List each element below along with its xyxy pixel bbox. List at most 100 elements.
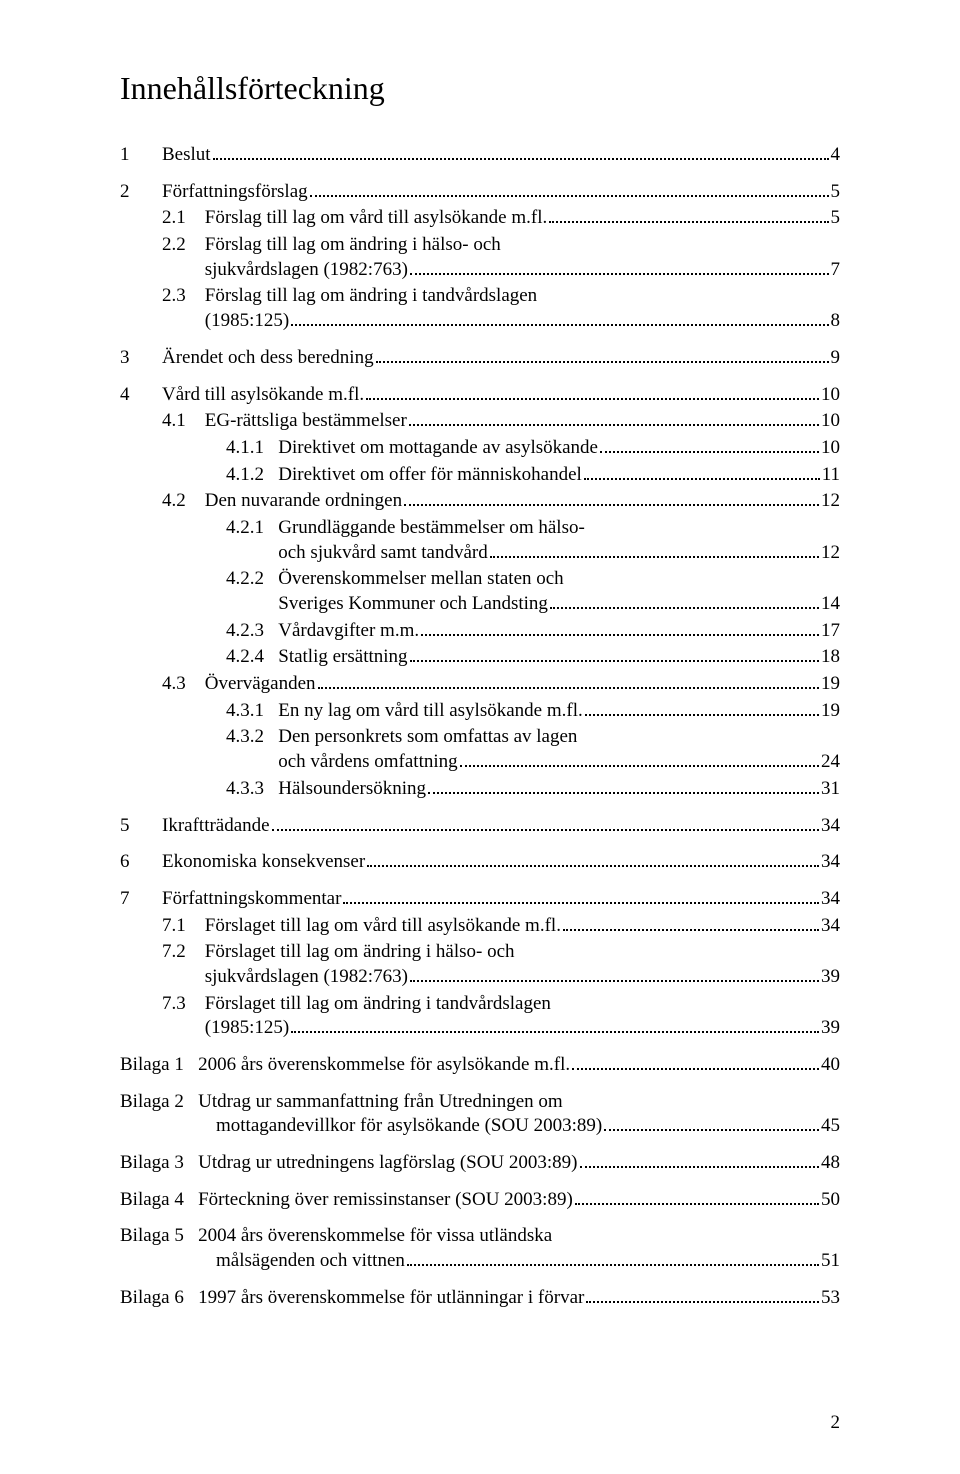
toc-entry-page: 34	[821, 914, 840, 939]
toc-entry-label: Ekonomiska konsekvenser	[162, 850, 365, 875]
toc-entry-label: 2006 års överenskommelse för asylsökande…	[198, 1053, 570, 1078]
toc-entry: Bilaga 6 1997 års överenskommelse för ut…	[120, 1286, 840, 1311]
toc-entry: 3Ärendet och dess beredning9	[120, 346, 840, 371]
toc-entry-page: 53	[821, 1286, 840, 1311]
toc-entry: 7.2 Förslaget till lag om ändring i häls…	[120, 940, 840, 965]
toc-entry-continuation: målsägenden och vittnen 51	[120, 1249, 840, 1274]
toc-dot-leader	[460, 765, 819, 767]
toc-entry-number: 6	[120, 850, 162, 875]
toc-entry-label: Den nuvarande ordningen	[205, 489, 402, 514]
toc-entry-label: Den personkrets som omfattas av lagen	[278, 725, 577, 750]
toc-entry-page: 45	[821, 1114, 840, 1139]
toc-entry-page: 10	[821, 409, 840, 434]
toc-dot-leader	[376, 361, 829, 363]
toc-entry-label: Förteckning över remissinstanser (SOU 20…	[198, 1188, 573, 1213]
toc-entry: 4Vård till asylsökande m.fl.10	[120, 383, 840, 408]
toc-dot-leader	[575, 1203, 819, 1205]
toc-entry-number: 7.2	[162, 940, 205, 965]
toc-dot-leader	[572, 1068, 819, 1070]
toc-entry-label: Förslag till lag om ändring i tandvårdsl…	[205, 284, 537, 309]
toc-entry-number: 4.3.2	[226, 725, 278, 750]
toc-entry: 4.2.1 Grundläggande bestämmelser om häls…	[120, 516, 840, 541]
toc-dot-leader	[291, 1031, 819, 1033]
toc-entry-page: 14	[821, 592, 840, 617]
toc-entry-number: 2.2	[162, 233, 205, 258]
toc-dot-leader	[421, 634, 819, 636]
document-page: Innehållsförteckning 1Beslut42Författnin…	[0, 0, 960, 1474]
toc-dot-leader	[428, 792, 819, 794]
toc-entry-label: målsägenden och vittnen	[216, 1249, 405, 1274]
toc-entry-number: 5	[120, 814, 162, 839]
toc-dot-leader	[404, 504, 819, 506]
toc-entry-number: 2	[120, 180, 162, 205]
toc-container: 1Beslut42Författningsförslag52.1 Förslag…	[120, 143, 840, 1311]
toc-dot-leader	[549, 221, 828, 223]
toc-entry-page: 10	[821, 436, 840, 461]
toc-entry: 7.1 Förslaget till lag om vård till asyl…	[120, 914, 840, 939]
toc-entry-page: 5	[831, 206, 841, 231]
toc-dot-leader	[272, 829, 819, 831]
toc-entry-page: 51	[821, 1249, 840, 1274]
toc-entry-label: En ny lag om vård till asylsökande m.fl.	[278, 699, 582, 724]
toc-entry: 4.2.4 Statlig ersättning18	[120, 645, 840, 670]
toc-entry-label: Överenskommelser mellan staten och	[278, 567, 563, 592]
footer-page-number: 2	[831, 1412, 841, 1434]
toc-entry: Bilaga 2 Utdrag ur sammanfattning från U…	[120, 1090, 840, 1115]
toc-entry: 2.2 Förslag till lag om ändring i hälso-…	[120, 233, 840, 258]
toc-entry-label: Grundläggande bestämmelser om hälso-	[278, 516, 585, 541]
toc-entry-label: och sjukvård samt tandvård	[278, 541, 487, 566]
toc-entry-number: 4.3	[162, 672, 205, 697]
toc-entry: 7.3 Förslaget till lag om ändring i tand…	[120, 992, 840, 1017]
toc-entry-number: 4	[120, 383, 162, 408]
toc-entry-number: 7	[120, 887, 162, 912]
toc-entry-number: 4.2.2	[226, 567, 278, 592]
toc-entry-page: 8	[831, 309, 841, 334]
toc-entry-number: 4.2.4	[226, 645, 278, 670]
toc-entry-page: 10	[821, 383, 840, 408]
toc-entry-page: 34	[821, 850, 840, 875]
toc-entry-continuation: 4.2.1 och sjukvård samt tandvård12	[120, 541, 840, 566]
toc-entry-label: och vårdens omfattning	[278, 750, 457, 775]
toc-entry-number: 4.2.1	[226, 516, 278, 541]
toc-entry-number: Bilaga 1	[120, 1053, 198, 1078]
toc-entry-label: Direktivet om offer för människohandel	[278, 463, 582, 488]
toc-entry-label: sjukvårdslagen (1982:763)	[205, 258, 408, 283]
toc-entry-page: 31	[821, 777, 840, 802]
toc-entry-label: Sveriges Kommuner och Landsting	[278, 592, 548, 617]
toc-entry-label: Författningskommentar	[162, 887, 341, 912]
toc-entry-label: Författningsförslag	[162, 180, 308, 205]
toc-dot-leader	[584, 478, 820, 480]
toc-entry-label: Ikraftträdande	[162, 814, 270, 839]
toc-entry-number: Bilaga 3	[120, 1151, 198, 1176]
toc-entry: 4.2.3 Vårdavgifter m.m. 17	[120, 619, 840, 644]
toc-dot-leader	[586, 1301, 819, 1303]
toc-dot-leader	[585, 714, 819, 716]
toc-entry-number: Bilaga 4	[120, 1188, 198, 1213]
toc-entry-label: Beslut	[162, 143, 211, 168]
toc-entry-number: Bilaga 5	[120, 1224, 198, 1249]
toc-entry: 4.2.2 Överenskommelser mellan staten och	[120, 567, 840, 592]
toc-entry-label: (1985:125)	[205, 1016, 289, 1041]
toc-dot-leader	[563, 929, 819, 931]
toc-entry-number: 4.2	[162, 489, 205, 514]
toc-entry-number: 3	[120, 346, 162, 371]
toc-dot-leader	[600, 451, 819, 453]
toc-entry: 4.1.1 Direktivet om mottagande av asylsö…	[120, 436, 840, 461]
toc-entry-number: Bilaga 2	[120, 1090, 198, 1115]
toc-entry-label: 2004 års överenskommelse för vissa utlän…	[198, 1224, 552, 1249]
toc-entry: Bilaga 1 2006 års överenskommelse för as…	[120, 1053, 840, 1078]
toc-entry: 4.1.2 Direktivet om offer för människoha…	[120, 463, 840, 488]
toc-entry-label: Överväganden	[205, 672, 316, 697]
toc-entry-continuation: 2.3 (1985:125)8	[120, 309, 840, 334]
toc-dot-leader	[366, 398, 819, 400]
toc-entry-page: 5	[831, 180, 841, 205]
toc-dot-leader	[407, 1264, 819, 1266]
toc-entry-label: Ärendet och dess beredning	[162, 346, 374, 371]
toc-entry-label: sjukvårdslagen (1982:763)	[205, 965, 408, 990]
toc-entry-page: 19	[821, 672, 840, 697]
toc-entry-number: 2.1	[162, 206, 205, 231]
toc-entry-label: Förslag till lag om vård till asylsökand…	[205, 206, 547, 231]
toc-entry: 4.1 EG-rättsliga bestämmelser10	[120, 409, 840, 434]
toc-dot-leader	[410, 273, 829, 275]
toc-entry-label: Direktivet om mottagande av asylsökande	[278, 436, 598, 461]
